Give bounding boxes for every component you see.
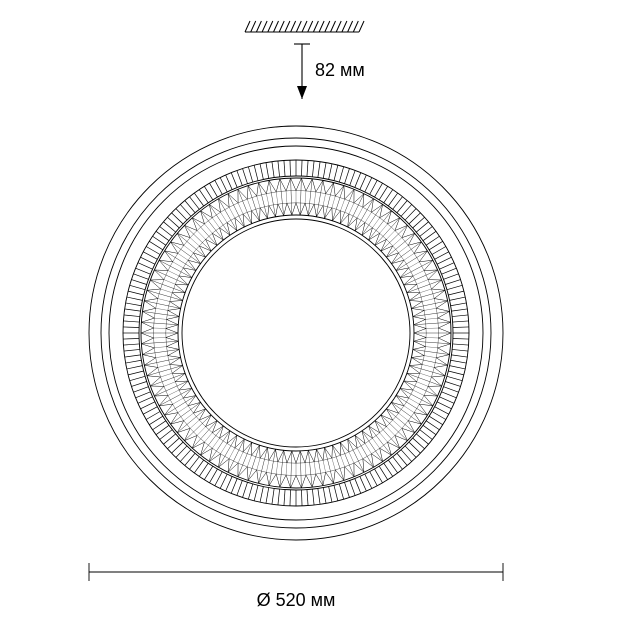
crystal-band — [141, 178, 451, 488]
height-dimension-label: 82 мм — [315, 60, 365, 81]
inner-ring — [182, 219, 410, 447]
technical-svg — [0, 0, 630, 630]
ceiling-hatch — [245, 21, 364, 32]
drawing-canvas: 82 мм Ø 520 мм — [0, 0, 630, 630]
diameter-dimension-label: Ø 520 мм — [257, 590, 336, 611]
